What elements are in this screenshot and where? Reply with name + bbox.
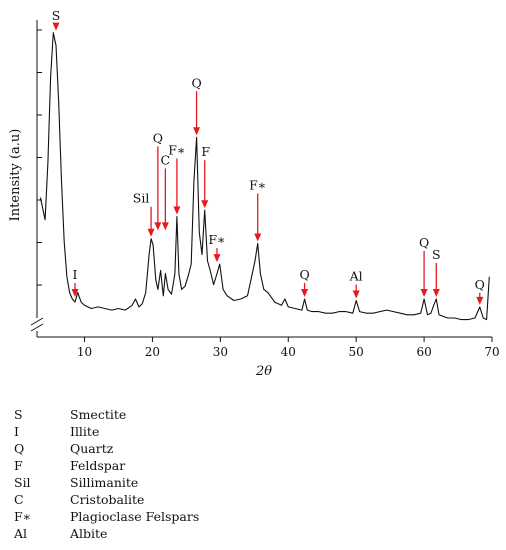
x-tick-label: 10	[77, 345, 92, 359]
peak-label: I	[73, 267, 78, 282]
peak-arrowhead	[254, 233, 262, 242]
legend-mineral-name: Plagioclase Felspars	[70, 509, 200, 524]
legend-row: Sil Sillimanite	[14, 474, 314, 491]
x-tick-label: 30	[213, 345, 228, 359]
legend-mineral-name: Cristobalite	[70, 492, 145, 507]
peak-arrowhead	[193, 127, 201, 136]
peak-arrowhead	[420, 288, 428, 297]
legend-abbreviation: Sil	[14, 475, 31, 490]
peak-arrowhead	[432, 288, 440, 297]
peak-arrowhead	[476, 296, 484, 305]
peak-label: S	[52, 8, 61, 23]
peak-label: C	[161, 152, 171, 167]
legend: S Smectite I Illite Q Quartz F Feldspar Sil Silli…	[14, 406, 314, 542]
peak-label: S	[432, 247, 441, 262]
x-tick-label: 70	[484, 345, 499, 359]
peak-label: F	[201, 144, 210, 159]
legend-abbreviation: S	[14, 407, 23, 422]
peak-label: Al	[349, 269, 363, 284]
peak-arrowhead	[213, 254, 221, 263]
peak-label: Sil	[133, 191, 150, 206]
legend-row: Al Albite	[14, 525, 314, 542]
xrd-pattern-line	[39, 32, 490, 321]
x-axis-label: 2θ	[255, 364, 272, 379]
legend-row: I Illite	[14, 423, 314, 440]
peak-label: F∗	[168, 143, 185, 158]
peak-label: Q	[153, 130, 163, 145]
legend-abbreviation: Al	[14, 526, 28, 541]
axis-break-mark	[30, 317, 44, 326]
y-axis-label: Intensity (a.u)	[8, 129, 23, 222]
legend-mineral-name: Illite	[70, 424, 100, 439]
peak-arrowhead	[201, 200, 209, 209]
peak-label: F∗	[249, 177, 266, 192]
legend-mineral-name: Smectite	[70, 407, 127, 422]
x-tick-label: 40	[281, 345, 296, 359]
axis-break-mark	[30, 323, 44, 332]
peak-arrowhead	[154, 222, 162, 231]
legend-row: Q Quartz	[14, 440, 314, 457]
legend-mineral-name: Albite	[70, 526, 108, 541]
peak-arrowhead	[301, 288, 309, 297]
peak-arrowhead	[147, 228, 155, 237]
legend-mineral-name: Quartz	[70, 441, 114, 456]
peak-arrowhead	[52, 22, 60, 31]
legend-row: F∗ Plagioclase Felspars	[14, 508, 314, 525]
peak-arrowhead	[173, 206, 181, 215]
x-tick-label: 60	[416, 345, 431, 359]
legend-abbreviation: F∗	[14, 509, 32, 524]
legend-row: F Feldspar	[14, 457, 314, 474]
legend-row: C Cristobalite	[14, 491, 314, 508]
legend-abbreviation: C	[14, 492, 24, 507]
peak-arrowhead	[71, 288, 79, 297]
peak-label: F∗	[208, 232, 225, 247]
legend-row: S Smectite	[14, 406, 314, 423]
legend-abbreviation: I	[14, 424, 19, 439]
legend-abbreviation: Q	[14, 441, 25, 456]
peak-arrowhead	[352, 290, 360, 299]
peak-label: Q	[419, 235, 429, 250]
peak-label: Q	[299, 267, 309, 282]
legend-mineral-name: Sillimanite	[70, 475, 139, 490]
x-tick-label: 20	[145, 345, 160, 359]
x-tick-label: 50	[349, 345, 364, 359]
peak-arrowhead	[161, 222, 169, 231]
legend-abbreviation: F	[14, 458, 23, 473]
legend-mineral-name: Feldspar	[70, 458, 126, 473]
peak-label: Q	[475, 277, 485, 292]
peak-label: Q	[191, 75, 201, 90]
